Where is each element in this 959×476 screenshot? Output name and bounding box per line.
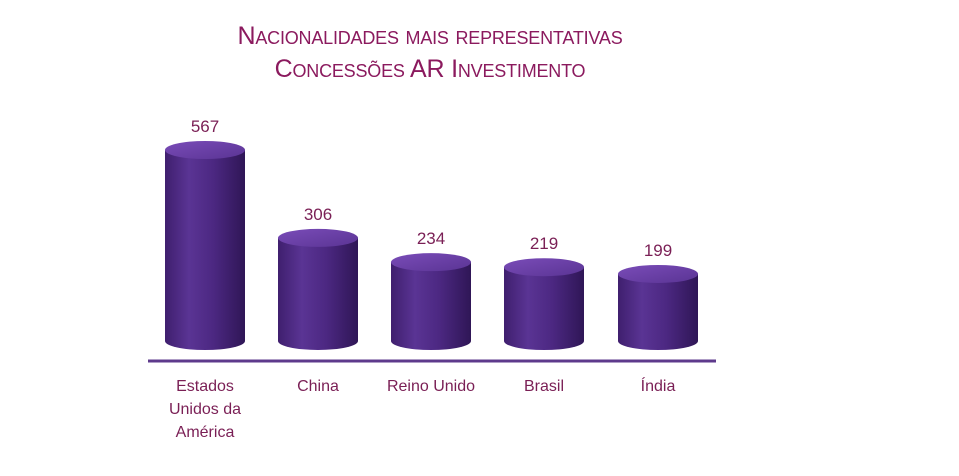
category-label: Reino Unido — [387, 378, 475, 395]
bar-body — [618, 273, 698, 350]
bar-top — [391, 253, 471, 272]
bars-layer: 567 306 234 219 199 — [165, 117, 698, 350]
category-label: China — [297, 378, 339, 395]
category-label: Brasil — [524, 378, 564, 395]
chart-title-line-1: Nacionalidades mais representativas — [237, 22, 623, 50]
category-label: Índia — [641, 376, 676, 395]
bar-top — [278, 228, 358, 247]
bar-top — [165, 141, 245, 159]
bar-body — [165, 150, 245, 350]
bar-top — [618, 264, 698, 283]
chart-title-line-2: Concessões AR Investimento — [274, 55, 586, 83]
bar-3 — [504, 258, 584, 350]
chart-title: Nacionalidades mais representativas Conc… — [140, 20, 720, 86]
category-labels: Estados Unidos da América China Reino Unido B… — [169, 376, 675, 441]
bar-4 — [618, 264, 698, 350]
bar-body — [504, 267, 584, 350]
value-label: 234 — [417, 229, 445, 248]
bar-top — [504, 258, 584, 277]
category-label: Estados Unidos da América — [169, 378, 241, 441]
value-label: 306 — [304, 205, 332, 224]
bar-1 — [278, 228, 358, 350]
bar-body — [391, 262, 471, 350]
bar-2 — [391, 253, 471, 350]
value-label: 199 — [644, 241, 672, 260]
value-label: 567 — [191, 117, 219, 136]
bar-body — [278, 237, 358, 350]
bar-0 — [165, 141, 245, 350]
value-label: 219 — [530, 234, 558, 253]
